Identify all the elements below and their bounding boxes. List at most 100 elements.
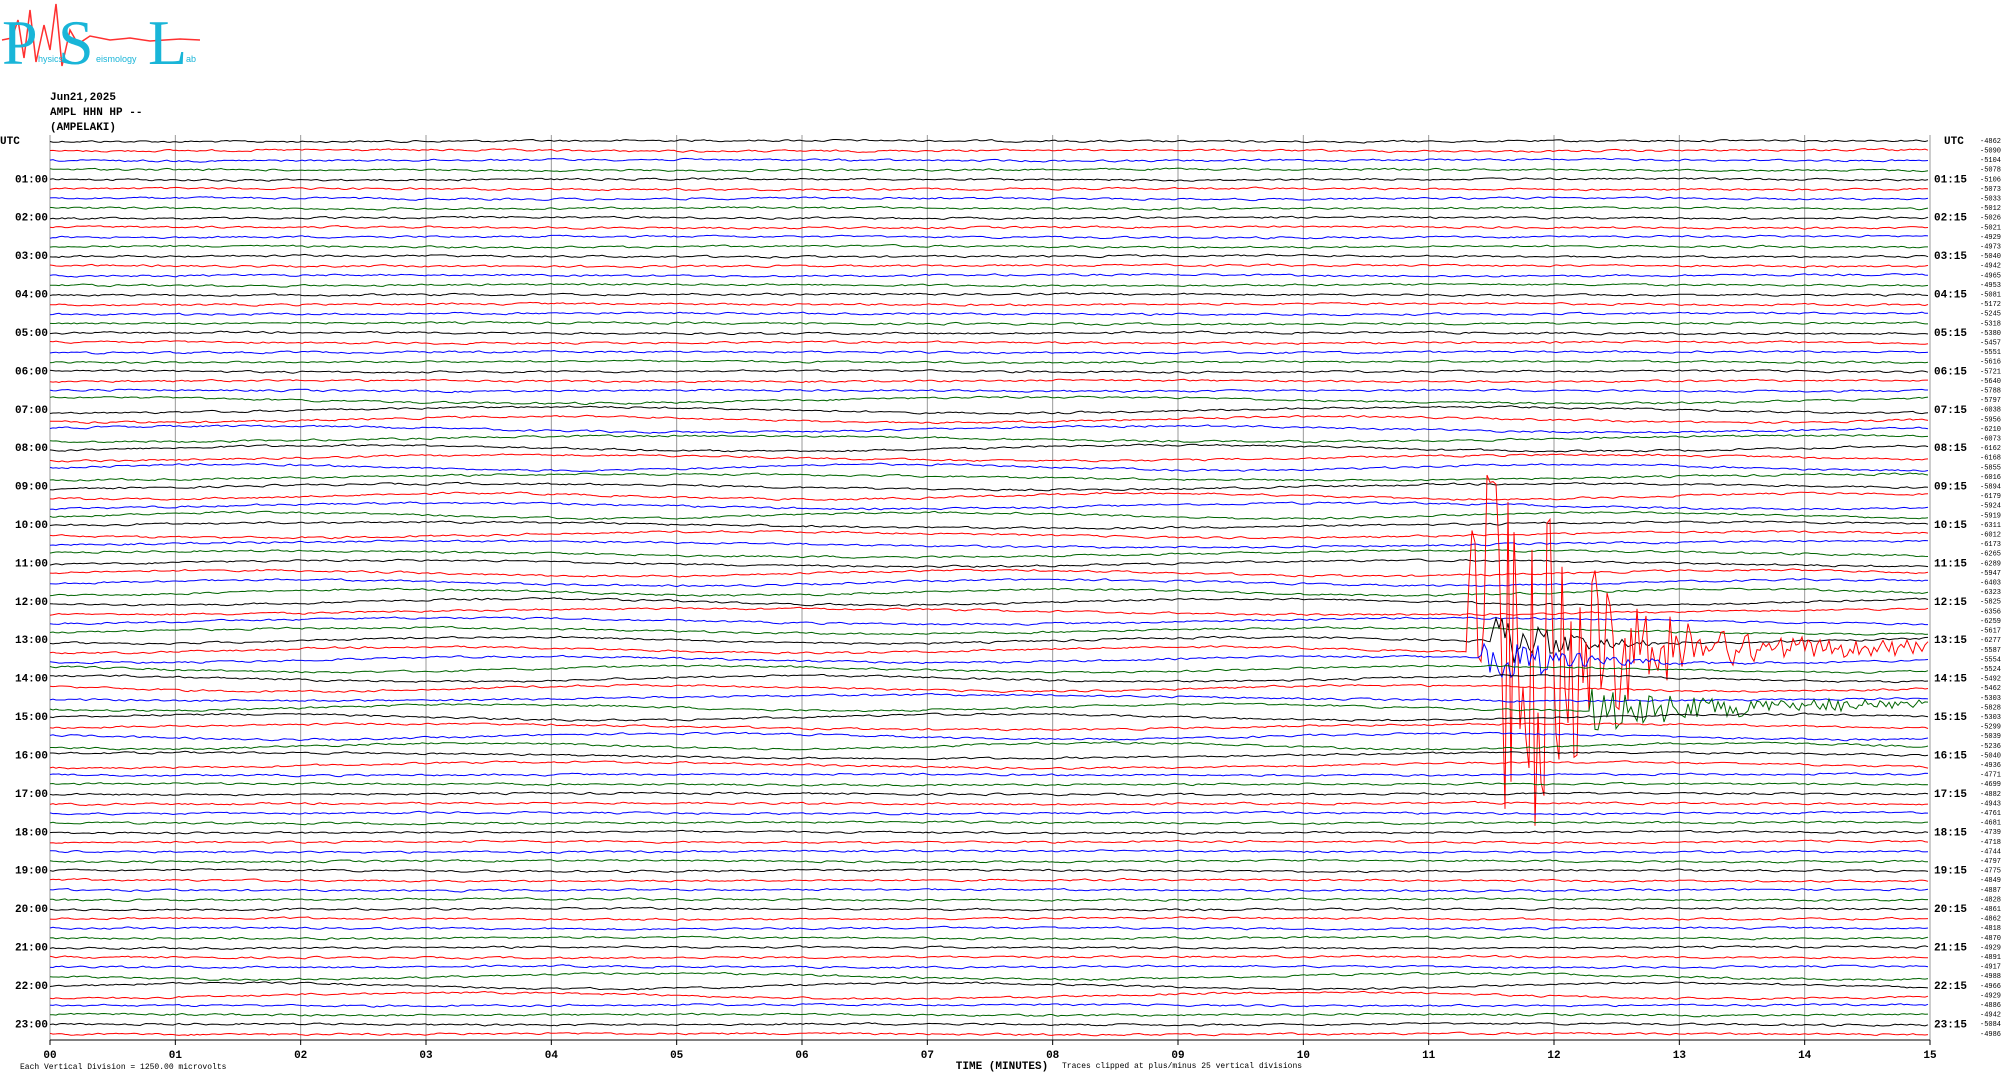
- row-offset: -4882: [1980, 791, 2001, 799]
- trace: [49, 606, 1929, 617]
- row-offset: -6259: [1980, 618, 2001, 626]
- row-label-right: 07:15: [1934, 405, 1967, 417]
- row-label-left: 03:00: [15, 251, 48, 263]
- row-offset: -5462: [1980, 685, 2001, 693]
- trace: [50, 414, 1929, 425]
- trace: [49, 530, 1929, 540]
- trace: [49, 215, 1929, 221]
- trace: [49, 434, 1929, 444]
- row-offset: -6210: [1980, 426, 2001, 434]
- trace: [49, 474, 1929, 826]
- row-offset: -4828: [1980, 896, 2001, 904]
- trace: [49, 395, 1929, 406]
- trace: [49, 520, 1929, 530]
- trace: [50, 897, 1928, 903]
- logo-word: ab: [186, 54, 196, 64]
- trace: [49, 292, 1929, 297]
- row-offset: -5554: [1980, 656, 2001, 664]
- trace: [49, 712, 1929, 722]
- trace: [49, 810, 1929, 816]
- row-label-left: 09:00: [15, 482, 48, 494]
- row-offset: -6012: [1980, 532, 2001, 540]
- row-offset: -6179: [1980, 493, 2001, 501]
- row-offset: -5303: [1980, 695, 2001, 703]
- footnote: Traces clipped at plus/minus 25 vertical…: [1062, 1062, 1302, 1071]
- trace: [49, 388, 1928, 394]
- row-offset: -6265: [1980, 551, 2001, 559]
- row-label-right: 18:15: [1934, 827, 1967, 839]
- trace: [49, 887, 1929, 893]
- row-label-right: 19:15: [1934, 866, 1967, 878]
- trace: [49, 196, 1929, 202]
- trace: [49, 858, 1929, 864]
- row-offset: -5457: [1980, 339, 2001, 347]
- trace: [49, 1002, 1929, 1008]
- row-label-left: 19:00: [15, 866, 48, 878]
- trace: [49, 731, 1929, 742]
- row-offset: -6038: [1980, 407, 2001, 415]
- row-offset: -4862: [1980, 138, 2001, 146]
- row-offset: -4953: [1980, 282, 2001, 290]
- row-label-left: 21:00: [15, 942, 48, 954]
- row-offset: -5106: [1980, 176, 2001, 184]
- trace: [49, 578, 1929, 588]
- row-offset: -5303: [1980, 714, 2001, 722]
- trace: [49, 369, 1929, 374]
- row-offset: -4929: [1980, 992, 2001, 1000]
- row-offset: -4718: [1980, 839, 2001, 847]
- row-offset: -5721: [1980, 368, 2001, 376]
- row-offset: -5919: [1980, 512, 2001, 520]
- row-label-left: 12:00: [15, 597, 48, 609]
- trace: [49, 443, 1929, 453]
- logo-wave: [1, 3, 201, 67]
- trace: [49, 760, 1929, 770]
- row-offset: -5947: [1980, 570, 2001, 578]
- row-label-left: 15:00: [15, 712, 48, 724]
- row-offset: -5299: [1980, 724, 2001, 732]
- row-offset: -5788: [1980, 387, 2001, 395]
- row-offset: -5825: [1980, 599, 2001, 607]
- trace: [49, 616, 1928, 626]
- row-label-left: 18:00: [15, 827, 48, 839]
- row-offset: -4739: [1980, 829, 2001, 837]
- row-offset: -6016: [1980, 474, 2001, 482]
- row-label-left: 10:00: [15, 520, 48, 532]
- trace: [49, 587, 1929, 597]
- row-offset: -5640: [1980, 378, 2001, 386]
- trace: [49, 597, 1929, 607]
- row-label-left: 13:00: [15, 635, 48, 647]
- row-offset: -4797: [1980, 858, 2001, 866]
- row-offset: -5236: [1980, 743, 2001, 751]
- trace: [49, 925, 1929, 931]
- trace: [49, 906, 1929, 912]
- row-label-right: 09:15: [1934, 482, 1967, 494]
- row-offset: -5039: [1980, 733, 2001, 741]
- row-offset: -5828: [1980, 704, 2001, 712]
- row-label-left: 07:00: [15, 405, 48, 417]
- row-offset: -5616: [1980, 359, 2001, 367]
- x-tick-label: 09: [1171, 1050, 1184, 1062]
- row-offset: -4973: [1980, 243, 2001, 251]
- row-label-right: 12:15: [1934, 597, 1967, 609]
- row-label-right: 22:15: [1934, 981, 1967, 993]
- row-label-right: 10:15: [1934, 520, 1967, 532]
- trace: [49, 664, 1929, 674]
- trace: [49, 501, 1929, 511]
- row-offset: -5551: [1980, 349, 2001, 357]
- row-offset: -5033: [1980, 195, 2001, 203]
- row-offset: -5084: [1980, 1021, 2001, 1029]
- x-tick-label: 06: [795, 1050, 808, 1062]
- logo-letter: P: [2, 7, 38, 78]
- trace: [49, 781, 1929, 787]
- x-tick-label: 02: [294, 1050, 307, 1062]
- x-tick-label: 13: [1673, 1050, 1687, 1062]
- trace: [49, 964, 1929, 970]
- row-offset: -4861: [1980, 906, 2001, 914]
- row-label-right: 04:15: [1934, 290, 1967, 302]
- trace: [49, 205, 1929, 211]
- row-label-left: 16:00: [15, 750, 48, 762]
- row-offset: -4942: [1980, 1012, 2001, 1020]
- row-offset: -4936: [1980, 762, 2001, 770]
- row-offset: -5797: [1980, 397, 2001, 405]
- x-tick-label: 10: [1297, 1050, 1310, 1062]
